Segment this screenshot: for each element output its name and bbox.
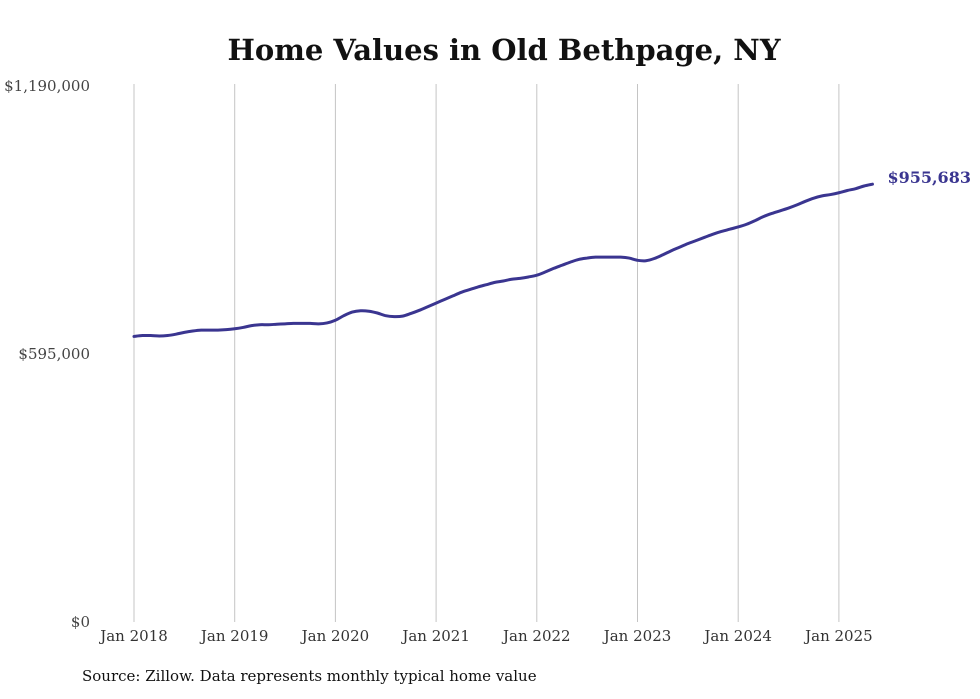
x-tick-label: Jan 2022 (501, 627, 571, 645)
y-tick-label: $1,190,000 (4, 77, 90, 95)
source-note: Source: Zillow. Data represents monthly … (82, 667, 537, 685)
y-tick-label: $0 (71, 613, 90, 631)
y-axis: $0 $595,000 $1,190,000 (4, 77, 90, 631)
grid-lines (133, 84, 840, 622)
x-tick-label: Jan 2021 (400, 627, 470, 645)
x-tick-label: Jan 2018 (98, 627, 168, 645)
series-line (132, 182, 874, 338)
x-tick-label: Jan 2024 (702, 627, 772, 645)
x-tick-label: Jan 2025 (803, 627, 873, 645)
x-tick-label: Jan 2020 (300, 627, 370, 645)
chart-title: Home Values in Old Bethpage, NY (227, 33, 780, 67)
x-axis: Jan 2018 Jan 2019 Jan 2020 Jan 2021 Jan 2022… (98, 627, 872, 645)
x-tick-label: Jan 2019 (199, 627, 269, 645)
y-tick-label: $595,000 (18, 345, 90, 363)
x-tick-label: Jan 2023 (602, 627, 672, 645)
end-value-label: $955,683 (887, 168, 971, 187)
